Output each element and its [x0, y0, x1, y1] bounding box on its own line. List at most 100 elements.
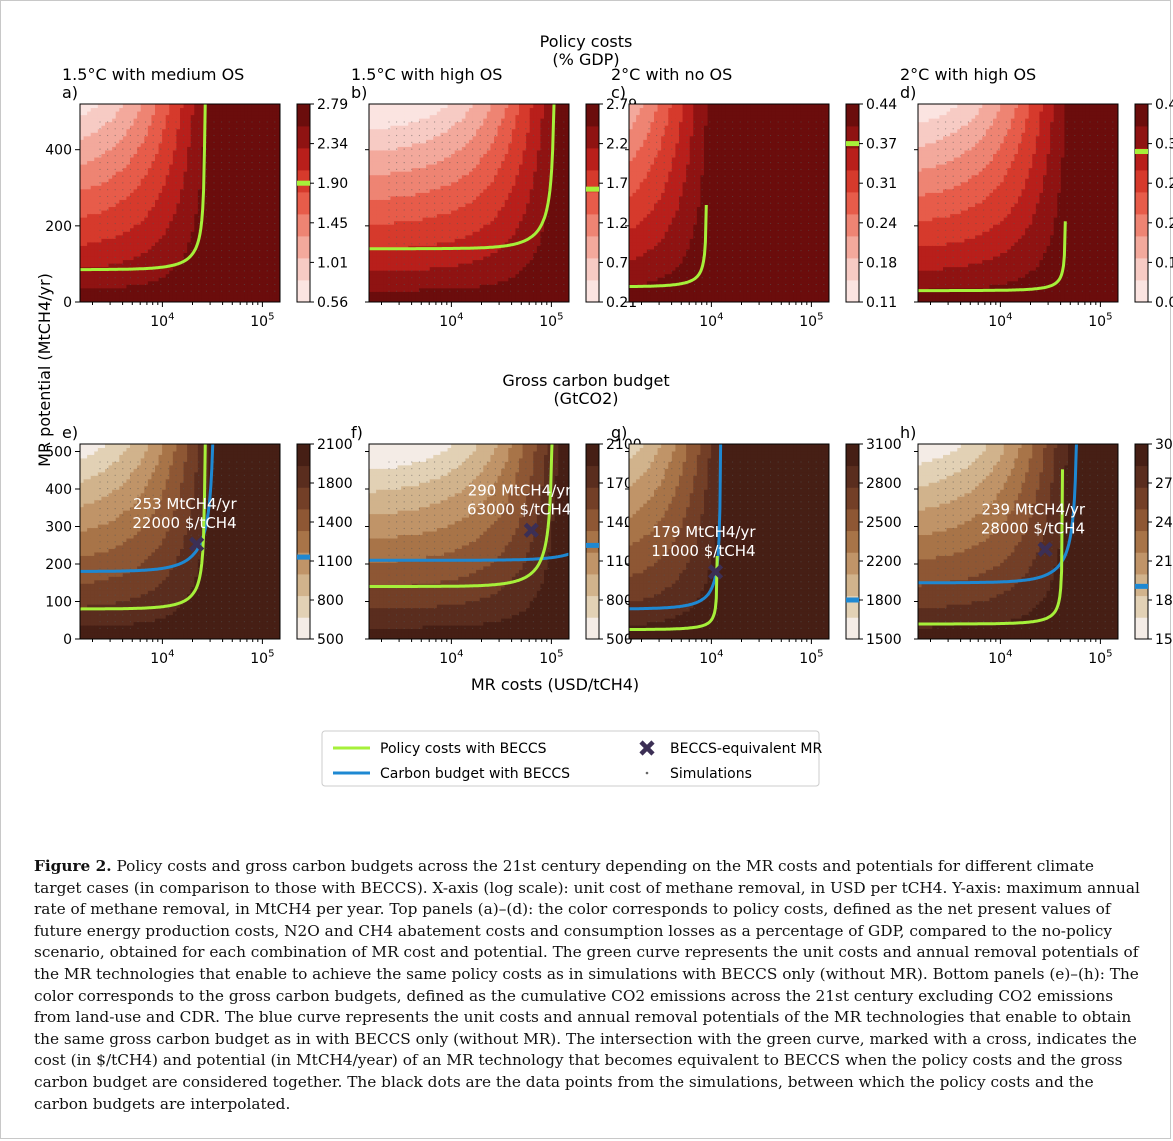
simulation-dot: [213, 182, 215, 184]
simulation-dot: [686, 514, 688, 516]
simulation-dot: [701, 222, 703, 225]
simulation-dot: [648, 574, 650, 576]
simulation-dot: [403, 468, 405, 470]
simulation-dot: [555, 514, 557, 516]
simulation-dot: [1036, 148, 1038, 150]
simulation-dot: [709, 474, 711, 476]
simulation-dot: [388, 155, 390, 157]
simulation-dot: [792, 290, 795, 292]
simulation-dot: [990, 567, 992, 570]
simulation-dot: [243, 481, 245, 483]
simulation-dot: [99, 481, 101, 483]
simulation-dot: [479, 263, 481, 265]
simulation-dot: [449, 574, 451, 576]
simulation-dot: [418, 474, 420, 476]
simulation-dot: [479, 627, 481, 629]
simulation-dot: [739, 554, 741, 556]
simulation-dot: [494, 627, 496, 629]
simulation-dot: [107, 290, 109, 292]
simulation-dot: [724, 148, 726, 150]
simulation-dot: [122, 277, 124, 279]
simulation-dot: [510, 162, 512, 164]
simulation-dot: [502, 594, 504, 596]
simulation-dot: [532, 481, 535, 483]
simulation-dot: [388, 256, 390, 258]
simulation-dot: [754, 162, 757, 164]
simulation-dot: [152, 250, 154, 252]
simulation-dot: [1104, 189, 1106, 191]
simulation-dot: [548, 128, 550, 130]
simulation-dot: [411, 263, 413, 265]
simulation-dot: [213, 461, 215, 463]
simulation-dot: [663, 270, 665, 272]
simulation-dot: [739, 229, 741, 231]
simulation-dot: [175, 534, 177, 536]
simulation-dot: [510, 614, 512, 616]
simulation-dot: [236, 554, 238, 556]
simulation-dot: [960, 521, 962, 523]
colorbar-reference-marker: [846, 141, 859, 147]
simulation-dot: [656, 263, 658, 265]
simulation-dot: [396, 121, 398, 123]
simulation-dot: [107, 547, 109, 550]
simulation-dot: [236, 229, 238, 231]
simulation-dot: [990, 148, 992, 150]
simulation-dot: [678, 121, 681, 123]
simulation-dot: [777, 554, 779, 556]
simulation-dot: [540, 283, 542, 286]
simulation-dot: [456, 574, 458, 576]
simulation-dot: [266, 601, 268, 603]
simulation-dot: [221, 216, 223, 218]
simulation-dot: [694, 468, 696, 470]
simulation-dot: [808, 121, 810, 123]
simulation-dot: [251, 168, 253, 170]
simulation-dot: [487, 494, 489, 496]
simulation-dot: [709, 256, 711, 258]
simulation-dot: [739, 521, 741, 523]
simulation-dot: [152, 229, 154, 231]
cross-label-potential-g: 179 MtCH4/yr: [652, 523, 756, 541]
colorbar-frame: [296, 443, 311, 640]
simulation-dot: [1051, 290, 1053, 292]
simulation-dot: [517, 514, 519, 516]
simulation-dot: [648, 501, 650, 503]
simulation-dot: [403, 256, 405, 258]
simulation-dot: [1097, 155, 1099, 157]
simulation-dot: [434, 236, 436, 238]
simulation-dot: [167, 621, 169, 623]
panel-h: 300027002400210018001500: [914, 437, 1173, 648]
simulation-dot: [739, 508, 741, 510]
simulation-dot: [701, 216, 703, 218]
simulation-dot: [983, 501, 985, 503]
simulation-dot: [487, 607, 489, 610]
simulation-dot: [762, 243, 764, 245]
simulation-dot: [396, 216, 398, 218]
simulation-dot: [129, 594, 131, 596]
simulation-dot: [823, 155, 825, 157]
simulation-dot: [228, 514, 230, 516]
simulation-dot: [441, 155, 443, 157]
simulation-dot: [808, 216, 810, 218]
simulation-dot: [694, 461, 696, 463]
simulation-dot: [183, 128, 185, 130]
simulation-dot: [663, 561, 665, 563]
simulation-dot: [792, 534, 795, 536]
simulation-dot: [739, 474, 741, 476]
simulation-dot: [656, 508, 658, 510]
simulation-dot: [388, 541, 390, 543]
simulation-dot: [243, 607, 245, 610]
simulation-dot: [183, 534, 185, 536]
simulation-dot: [808, 627, 810, 629]
simulation-dot: [785, 607, 787, 610]
simulation-dot: [99, 243, 101, 245]
simulation-dot: [456, 527, 458, 530]
simulation-dot: [525, 148, 527, 150]
simulation-dot: [555, 243, 557, 245]
simulation-dot: [701, 547, 703, 550]
simulation-dot: [213, 527, 215, 530]
simulation-dot: [259, 236, 261, 238]
simulation-dot: [1051, 256, 1053, 258]
simulation-dot: [770, 229, 772, 231]
simulation-dot: [983, 283, 985, 286]
